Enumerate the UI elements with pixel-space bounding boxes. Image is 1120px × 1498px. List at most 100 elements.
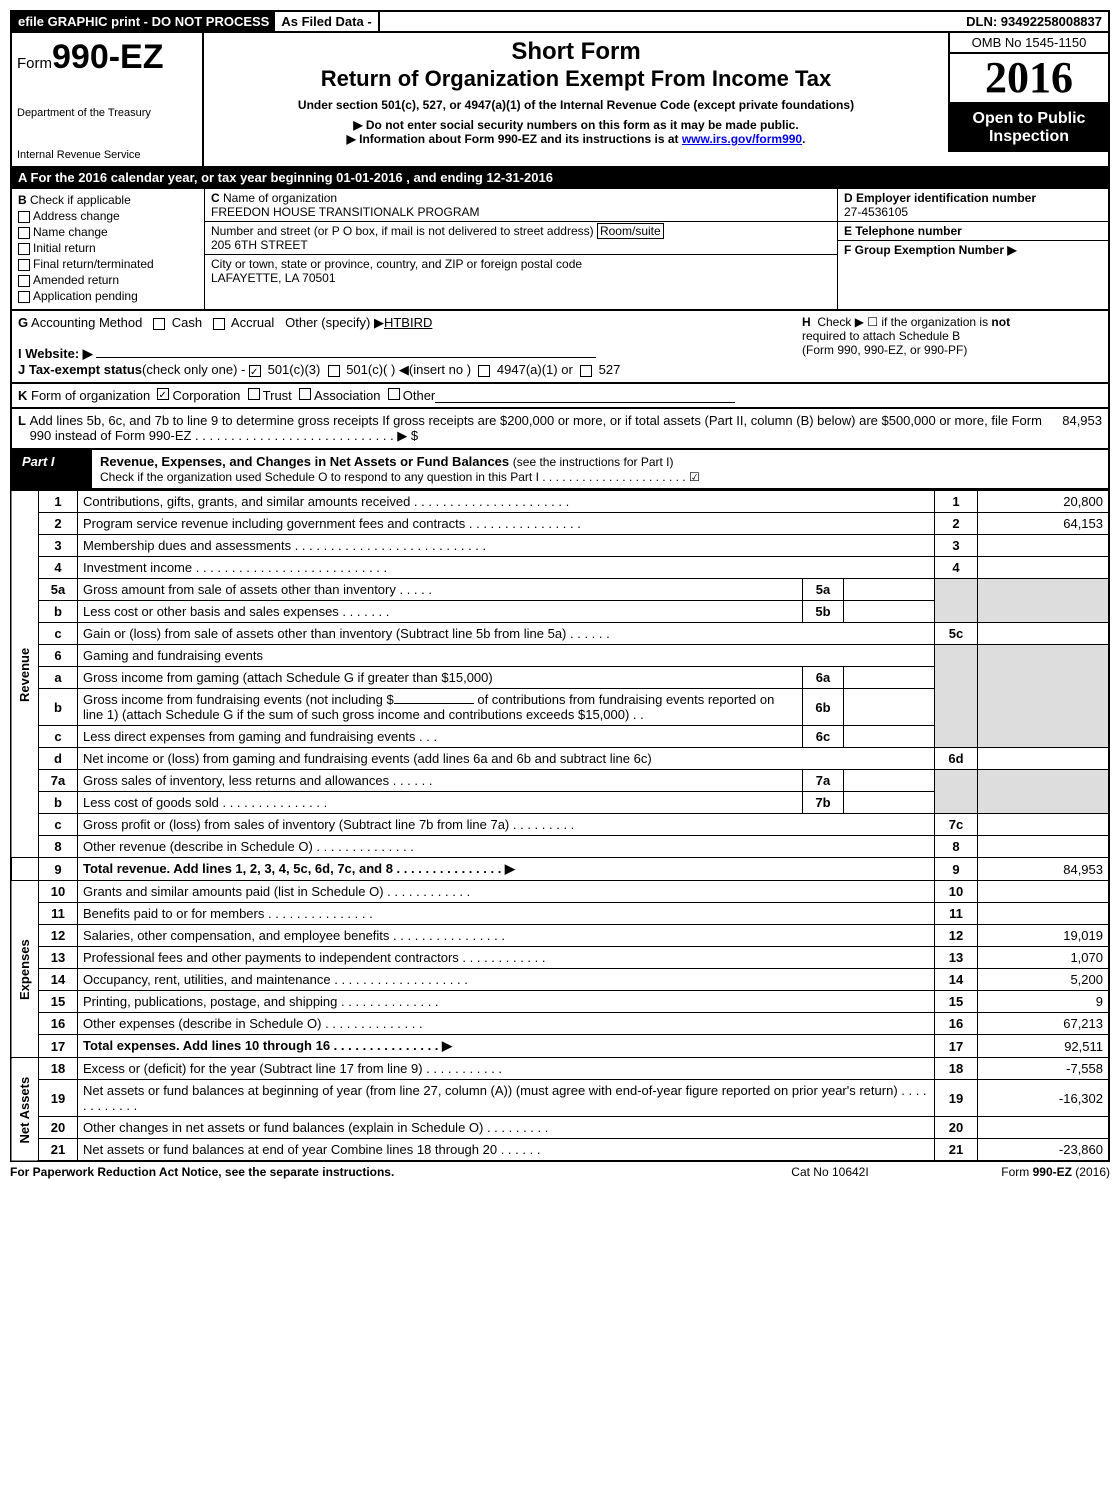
website-value <box>96 357 596 358</box>
l-value: 84,953 <box>1062 413 1102 444</box>
footer-formno: Form 990-EZ (2016) <box>930 1165 1110 1179</box>
h-label: H <box>802 315 811 329</box>
l-text: Add lines 5b, 6c, and 7b to line 9 to de… <box>30 413 1063 444</box>
cb-4947[interactable] <box>478 365 490 377</box>
info-pre: ▶ Information about Form 990-EZ and its … <box>347 132 682 146</box>
form-no-big: 990-EZ <box>52 38 164 76</box>
side-revenue: Revenue <box>11 491 39 858</box>
info-note: ▶ Information about Form 990-EZ and its … <box>214 132 938 146</box>
line-4: 4 Investment income . . . . . . . . . . … <box>11 557 1109 579</box>
f-group-exemption: F Group Exemption Number ▶ <box>838 241 1108 259</box>
line-13: 13 Professional fees and other payments … <box>11 947 1109 969</box>
cb-accrual[interactable] <box>213 318 225 330</box>
i-label: I Website: ▶ <box>18 346 93 361</box>
form-number: Form990-EZ <box>17 38 197 77</box>
c-label: C <box>211 191 220 205</box>
page-footer: For Paperwork Reduction Act Notice, see … <box>10 1162 1110 1182</box>
cb-initial-return[interactable]: Initial return <box>18 241 198 255</box>
line-5c: c Gain or (loss) from sale of assets oth… <box>11 623 1109 645</box>
side-expenses: Expenses <box>11 881 39 1058</box>
cb-amended-return[interactable]: Amended return <box>18 273 198 287</box>
asfiled-label: As Filed Data - <box>275 12 379 31</box>
b-check-label: Check if applicable <box>30 193 131 207</box>
short-form-title: Short Form <box>214 38 938 66</box>
part-i-header: Part I Revenue, Expenses, and Changes in… <box>10 450 1110 490</box>
cb-trust[interactable] <box>248 388 260 400</box>
omb-number: OMB No 1545-1150 <box>948 33 1108 54</box>
cb-final-return[interactable]: Final return/terminated <box>18 257 198 271</box>
b-right: D Employer identification number 27-4536… <box>837 189 1108 309</box>
g-label: G <box>18 315 28 330</box>
line-7a: 7a Gross sales of inventory, less return… <box>11 770 1109 792</box>
l-label: L <box>18 413 26 444</box>
section-a: A For the 2016 calendar year, or tax yea… <box>10 168 1110 189</box>
part-i-check: Check if the organization used Schedule … <box>100 470 700 484</box>
line-3: 3 Membership dues and assessments . . . … <box>11 535 1109 557</box>
j-text: (check only one) - <box>142 362 249 377</box>
form-prefix: Form <box>17 55 52 72</box>
cb-cash[interactable] <box>153 318 165 330</box>
line-8: 8 Other revenue (describe in Schedule O)… <box>11 836 1109 858</box>
dept-treasury: Department of the Treasury <box>17 107 197 119</box>
line-6d: d Net income or (loss) from gaming and f… <box>11 748 1109 770</box>
addr-row: Number and street (or P O box, if mail i… <box>205 222 837 255</box>
b-checkboxes: B Check if applicable Address change Nam… <box>12 189 204 309</box>
d-value: 27-4536105 <box>844 205 908 219</box>
open-to-public: Open to Public Inspection <box>948 104 1108 152</box>
cb-527[interactable] <box>580 365 592 377</box>
cb-corporation[interactable] <box>157 388 169 400</box>
section-b: B Check if applicable Address change Nam… <box>10 189 1110 311</box>
info-post: . <box>802 132 805 146</box>
line-11: 11 Benefits paid to or for members . . .… <box>11 903 1109 925</box>
section-l: L Add lines 5b, 6c, and 7b to line 9 to … <box>10 409 1110 450</box>
street-address: 205 6TH STREET <box>211 238 308 252</box>
c-name-label: Name of organization <box>223 191 337 205</box>
a-mid: , and ending <box>403 170 487 185</box>
side-netassets: Net Assets <box>11 1058 39 1162</box>
header-right: OMB No 1545-1150 2016 Open to Public Ins… <box>948 33 1108 166</box>
org-name: FREEDON HOUSE TRANSITIONALK PROGRAM <box>211 205 479 219</box>
return-title: Return of Organization Exempt From Incom… <box>214 66 938 92</box>
cb-501c3[interactable] <box>249 365 261 377</box>
line-12: 12 Salaries, other compensation, and emp… <box>11 925 1109 947</box>
h-not: not <box>991 315 1010 329</box>
c-name-row: C Name of organization FREEDON HOUSE TRA… <box>205 189 837 222</box>
k-other-value <box>435 388 735 403</box>
e-label: E Telephone number <box>844 224 962 238</box>
part-i-title: Revenue, Expenses, and Changes in Net As… <box>92 450 1108 488</box>
g-left: G Accounting Method Cash Accrual Other (… <box>18 315 802 378</box>
d-label: D Employer identification number <box>844 191 1036 205</box>
line-20: 20 Other changes in net assets or fund b… <box>11 1117 1109 1139</box>
a-end: 12-31-2016 <box>486 170 553 185</box>
tax-year: 2016 <box>948 54 1108 104</box>
line-5a: 5a Gross amount from sale of assets othe… <box>11 579 1109 601</box>
line-9: 9 Total revenue. Add lines 1, 2, 3, 4, 5… <box>11 858 1109 881</box>
dln-label: DLN: 93492258008837 <box>380 12 1108 31</box>
cb-other-org[interactable] <box>388 388 400 400</box>
city-row: City or town, state or province, country… <box>205 255 837 287</box>
top-bar: efile GRAPHIC print - DO NOT PROCESS As … <box>10 10 1110 33</box>
line-15: 15 Printing, publications, postage, and … <box>11 991 1109 1013</box>
line-7c: c Gross profit or (loss) from sales of i… <box>11 814 1109 836</box>
line-19: 19 Net assets or fund balances at beginn… <box>11 1080 1109 1117</box>
footer-paperwork: For Paperwork Reduction Act Notice, see … <box>10 1165 730 1179</box>
h-text2: required to attach Schedule B <box>802 329 960 343</box>
e-phone: E Telephone number <box>838 222 1108 241</box>
cb-name-change[interactable]: Name change <box>18 225 198 239</box>
form990-link[interactable]: www.irs.gov/form990 <box>682 132 802 146</box>
cb-association[interactable] <box>299 388 311 400</box>
cb-application-pending[interactable]: Application pending <box>18 289 198 303</box>
a-label: A <box>18 170 27 185</box>
h-text3: (Form 990, 990-EZ, or 990-PF) <box>802 343 967 357</box>
line-14: 14 Occupancy, rent, utilities, and maint… <box>11 969 1109 991</box>
addr-label: Number and street (or P O box, if mail i… <box>211 224 594 238</box>
header-center: Short Form Return of Organization Exempt… <box>204 33 948 166</box>
efile-label: efile GRAPHIC print - DO NOT PROCESS <box>12 12 275 31</box>
line-16: 16 Other expenses (describe in Schedule … <box>11 1013 1109 1035</box>
h-text1: Check ▶ ☐ if the organization is <box>817 315 991 329</box>
g-other-label: Other (specify) ▶ <box>285 315 384 330</box>
g-text: Accounting Method <box>31 315 142 330</box>
cb-501c[interactable] <box>328 365 340 377</box>
dept-irs: Internal Revenue Service <box>17 149 197 161</box>
cb-address-change[interactable]: Address change <box>18 209 198 223</box>
